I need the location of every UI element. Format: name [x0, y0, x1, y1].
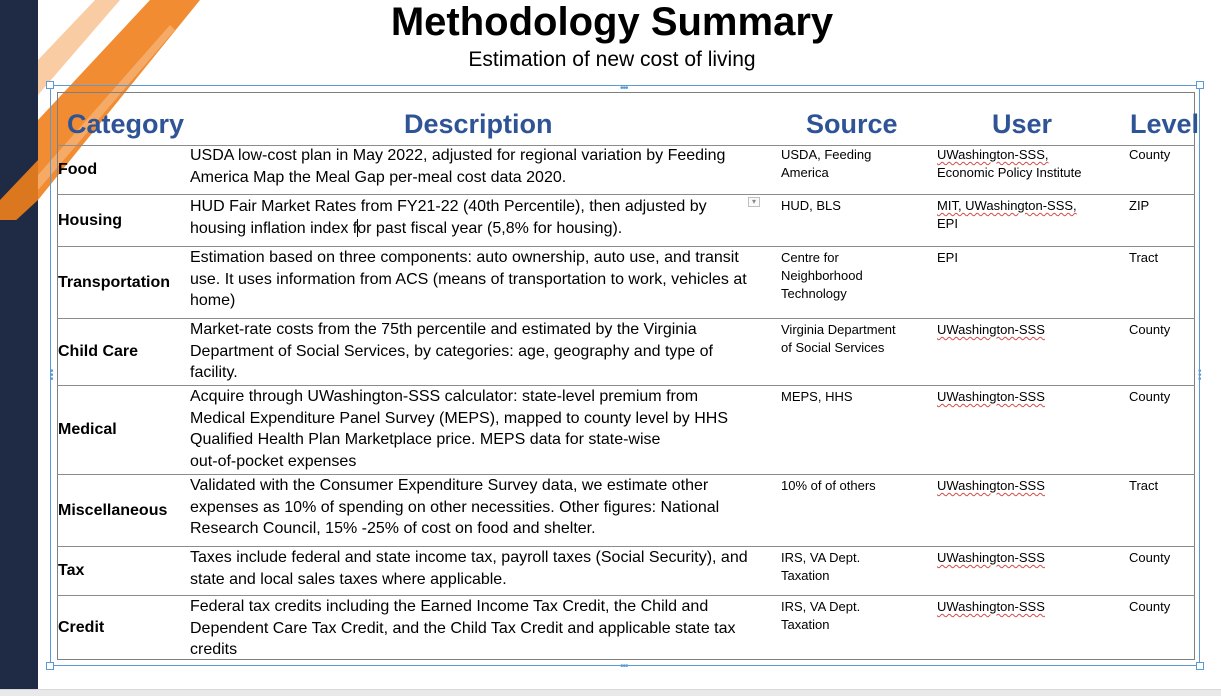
- table-cell-description[interactable]: Validated with the Consumer Expenditure …: [190, 477, 720, 537]
- slide-title: Methodology Summary: [390, 0, 834, 44]
- table-cell-description[interactable]: HUD Fair Market Rates from FY21-22 (40th…: [190, 198, 707, 237]
- row-divider: [57, 194, 1195, 195]
- table-cell-category[interactable]: Miscellaneous: [58, 501, 168, 519]
- table-cell-description[interactable]: Estimation based on three components: au…: [190, 249, 747, 309]
- row-divider: [57, 474, 1195, 475]
- table-cell-user[interactable]: EPI: [937, 250, 958, 265]
- table-cell-user[interactable]: UWashington-SSS: [937, 550, 1045, 565]
- table-cell-level[interactable]: County: [1129, 550, 1171, 565]
- table-cell-level[interactable]: Tract: [1129, 478, 1159, 493]
- table-cell-user[interactable]: UWashington-SSS: [937, 322, 1045, 337]
- table-cell-source[interactable]: USDA, Feeding America: [781, 147, 872, 180]
- cell-dropdown-icon[interactable]: ▾: [748, 197, 760, 207]
- table-cell-description[interactable]: Market-rate costs from the 75th percenti…: [190, 321, 713, 381]
- column-header-description: Description: [404, 109, 553, 139]
- methodology-table[interactable]: [57, 92, 1195, 660]
- table-cell-source[interactable]: Centre for Neighborhood Technology: [781, 250, 863, 301]
- row-divider: [57, 145, 1195, 146]
- table-cell-user[interactable]: UWashington-SSS: [937, 389, 1045, 404]
- slide-subtitle: Estimation of new cost of living: [468, 48, 756, 71]
- resize-handle-top-right[interactable]: [1196, 81, 1204, 89]
- slide-left-bar: [0, 0, 38, 690]
- resize-handle-top[interactable]: •••: [620, 83, 628, 94]
- column-header-user: User: [992, 109, 1053, 139]
- row-divider: [57, 318, 1195, 319]
- table-cell-user[interactable]: MIT, UWashington-SSS, EPI: [937, 198, 1077, 231]
- row-divider: [57, 385, 1195, 386]
- decorative-orange-stripes: [0, 0, 200, 220]
- table-cell-category[interactable]: Transportation: [58, 274, 171, 291]
- table-cell-category[interactable]: Child Care: [58, 343, 139, 360]
- resize-handle-bottom-left[interactable]: [46, 662, 54, 670]
- table-cell-description[interactable]: USDA low-cost plan in May 2022, adjusted…: [190, 147, 726, 186]
- table-cell-level[interactable]: County: [1129, 322, 1171, 337]
- column-header-source: Source: [806, 109, 898, 139]
- table-cell-category[interactable]: Housing: [58, 212, 122, 229]
- table-cell-source[interactable]: IRS, VA Dept. Taxation: [781, 550, 861, 583]
- table-cell-description[interactable]: Acquire through UWashington-SSS calculat…: [190, 388, 729, 470]
- table-selection-frame[interactable]: [50, 85, 1200, 666]
- table-cell-category[interactable]: Tax: [58, 562, 85, 579]
- row-divider: [57, 546, 1195, 547]
- table-cell-level[interactable]: County: [1129, 147, 1171, 162]
- table-cell-description[interactable]: Taxes include federal and state income t…: [190, 549, 748, 588]
- table-cell-category[interactable]: Medical: [58, 421, 117, 438]
- resize-handle-left[interactable]: • • •: [50, 366, 54, 385]
- table-cell-source[interactable]: MEPS, HHS: [781, 389, 853, 404]
- slide-bottom-edge: [0, 689, 1221, 696]
- table-cell-source[interactable]: 10% of of others: [781, 478, 876, 493]
- table-cell-description[interactable]: Federal tax credits including the Earned…: [190, 598, 736, 658]
- resize-handle-bottom[interactable]: •••: [620, 661, 628, 672]
- row-divider: [57, 246, 1195, 247]
- resize-handle-top-left[interactable]: [46, 81, 54, 89]
- table-cell-category[interactable]: Credit: [58, 619, 105, 636]
- table-cell-user[interactable]: UWashington-SSS: [937, 599, 1045, 614]
- row-divider: [57, 595, 1195, 596]
- table-cell-source[interactable]: HUD, BLS: [781, 198, 841, 213]
- text-cursor: [357, 219, 358, 237]
- resize-handle-right[interactable]: • • •: [1198, 366, 1202, 385]
- table-cell-level[interactable]: Tract: [1129, 250, 1159, 265]
- table-cell-level[interactable]: ZIP: [1129, 198, 1150, 213]
- table-cell-level[interactable]: County: [1129, 599, 1171, 614]
- column-header-level: Level: [1130, 109, 1200, 139]
- column-header-category: Category: [67, 109, 185, 139]
- table-cell-category[interactable]: Food: [58, 160, 98, 178]
- table-cell-user[interactable]: UWashington-SSS, Economic Policy Institu…: [937, 147, 1082, 180]
- table-cell-source[interactable]: Virginia Department of Social Services: [781, 322, 896, 355]
- table-cell-source[interactable]: IRS, VA Dept. Taxation: [781, 599, 861, 632]
- table-cell-user[interactable]: UWashington-SSS: [937, 478, 1045, 493]
- resize-handle-bottom-right[interactable]: [1196, 662, 1204, 670]
- table-cell-level[interactable]: County: [1129, 389, 1171, 404]
